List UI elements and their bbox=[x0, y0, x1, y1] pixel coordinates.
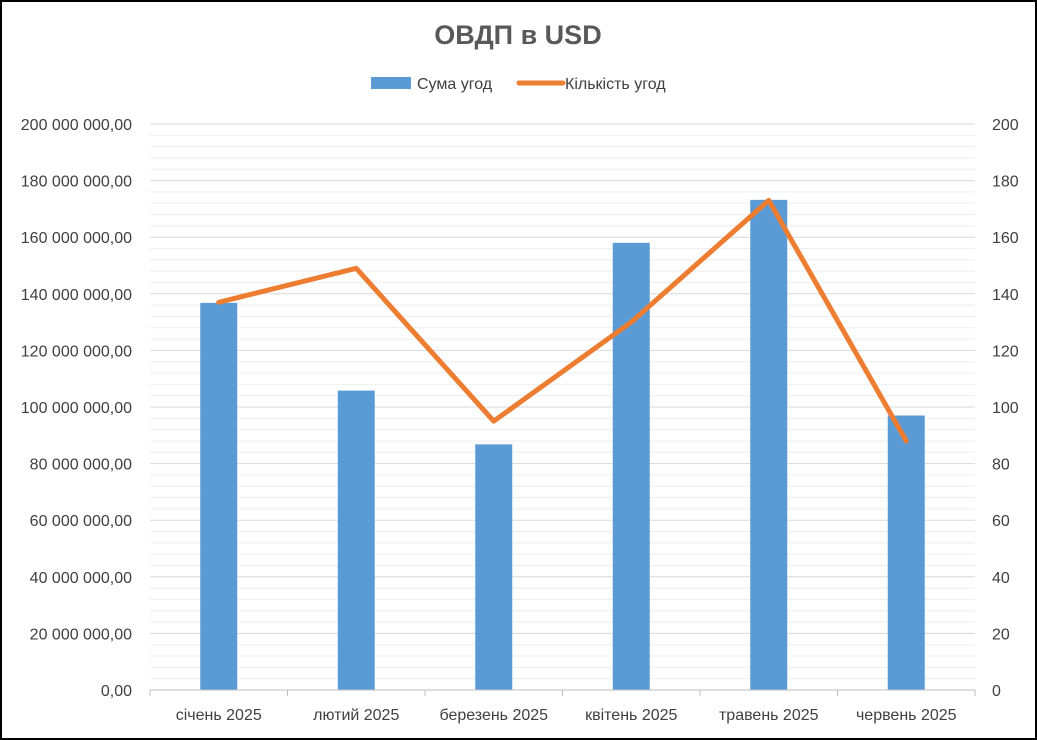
bar-6 bbox=[887, 415, 925, 690]
y-axis-right: 0 20 40 60 80 100 120 140 160 180 200 bbox=[992, 117, 1019, 700]
y-left-tick-label: 160 000 000,00 bbox=[21, 230, 132, 247]
gridlines bbox=[150, 123, 975, 680]
y-left-tick-label: 100 000 000,00 bbox=[21, 400, 132, 417]
y-right-tick-label: 200 bbox=[992, 117, 1019, 134]
y-axis-left: 0,00 20 000 000,00 40 000 000,00 60 000 000… bbox=[21, 117, 132, 700]
x-tick-label: червень 2025 bbox=[856, 707, 957, 724]
y-right-tick-label: 80 bbox=[992, 457, 1010, 474]
bar-2 bbox=[337, 390, 375, 690]
y-left-tick-label: 40 000 000,00 bbox=[30, 570, 132, 587]
y-right-tick-label: 140 bbox=[992, 287, 1019, 304]
bar-4 bbox=[612, 242, 650, 691]
x-axis-labels: січень 2025 лютий 2025 березень 2025 квітен… bbox=[176, 707, 957, 724]
x-tick-label: січень 2025 bbox=[176, 707, 262, 724]
y-left-tick-label: 20 000 000,00 bbox=[30, 626, 132, 643]
bar-1 bbox=[200, 302, 238, 690]
y-left-tick-label: 180 000 000,00 bbox=[21, 174, 132, 191]
y-right-tick-label: 60 bbox=[992, 513, 1010, 530]
y-left-tick-label: 140 000 000,00 bbox=[21, 287, 132, 304]
x-tick-label: квітень 2025 bbox=[585, 707, 677, 724]
y-left-tick-label: 200 000 000,00 bbox=[21, 117, 132, 134]
y-right-tick-label: 180 bbox=[992, 174, 1019, 191]
chart-title: ОВДП в USD bbox=[434, 20, 601, 50]
y-right-tick-label: 20 bbox=[992, 626, 1010, 643]
x-tick-label: лютий 2025 bbox=[313, 707, 399, 724]
line-series bbox=[216, 197, 909, 444]
y-left-tick-label: 0,00 bbox=[101, 683, 132, 700]
y-right-tick-label: 0 bbox=[992, 683, 1001, 700]
bar-series bbox=[200, 199, 925, 691]
line-path bbox=[216, 197, 909, 444]
y-right-tick-label: 40 bbox=[992, 570, 1010, 587]
x-tick-label: березень 2025 bbox=[439, 707, 548, 724]
legend-swatch-bar bbox=[371, 77, 411, 89]
y-left-tick-label: 60 000 000,00 bbox=[30, 513, 132, 530]
bar-5 bbox=[750, 199, 788, 690]
legend: Сума угод Кількість угод bbox=[371, 76, 666, 93]
y-left-tick-label: 120 000 000,00 bbox=[21, 343, 132, 360]
legend-label-bar: Сума угод bbox=[417, 76, 493, 93]
y-left-tick-label: 80 000 000,00 bbox=[30, 457, 132, 474]
y-right-tick-label: 120 bbox=[992, 343, 1019, 360]
legend-label-line: Кількість угод bbox=[565, 76, 666, 93]
bar-3 bbox=[475, 444, 513, 690]
x-axis bbox=[149, 689, 976, 696]
x-tick-label: травень 2025 bbox=[719, 707, 819, 724]
y-right-tick-label: 160 bbox=[992, 230, 1019, 247]
y-right-tick-label: 100 bbox=[992, 400, 1019, 417]
